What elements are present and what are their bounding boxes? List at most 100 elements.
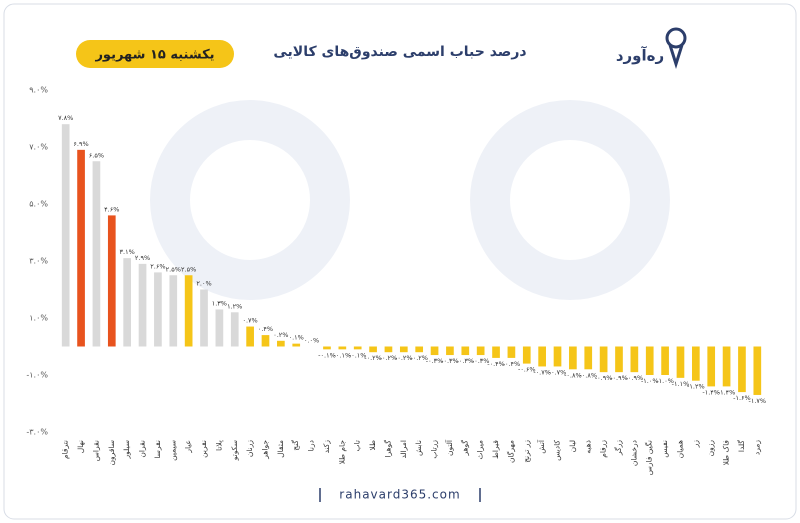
bar [522, 346, 531, 364]
value-label: -۰.۴% [503, 360, 521, 368]
value-label: ۴.۶% [104, 205, 119, 213]
bar [615, 346, 623, 373]
bar [676, 346, 685, 378]
bar [399, 346, 408, 353]
x-tick-label: گلدا [737, 440, 746, 453]
x-tick-label: نقرسا [153, 440, 162, 459]
x-tick-label: پلاتا [214, 440, 223, 451]
value-label: -۰.۳% [472, 357, 490, 365]
x-tick-label: مثقال [276, 440, 285, 458]
bar [507, 346, 516, 358]
bar [384, 346, 393, 353]
bar [338, 346, 347, 350]
x-tick-label: رزون [706, 440, 715, 457]
value-label: -۱.۱% [672, 380, 690, 388]
x-tick-label: گنج [291, 440, 300, 451]
value-label: ۲.۶% [150, 262, 165, 270]
x-tick-label: گوهر [460, 440, 469, 457]
bar [184, 275, 193, 347]
x-tick-label: نقران [138, 440, 147, 458]
bar [738, 346, 746, 393]
value-label: -۰.۲% [380, 354, 398, 362]
x-tick-label: ساقرون [107, 440, 116, 465]
bar [138, 263, 147, 347]
value-label: -۰.۲% [410, 354, 428, 362]
x-tick-label: زرگر [614, 440, 623, 456]
x-tick-label: زرنان [245, 440, 254, 458]
x-tick-label: همیان [675, 440, 684, 458]
y-tick-label: ۱.۰% [29, 314, 48, 323]
y-tick-label: ۳.۰% [29, 257, 48, 266]
bar [369, 346, 377, 353]
value-label: ۲.۵% [181, 265, 196, 273]
x-tick-label: نفیس [660, 440, 669, 458]
value-label: ۱.۳% [212, 299, 227, 307]
value-label: ۲.۹% [135, 254, 150, 262]
bar [415, 346, 424, 353]
y-tick-label: ۷.۰% [29, 143, 48, 152]
y-tick-label: -۱.۰% [26, 371, 48, 380]
bar [569, 346, 577, 370]
x-tick-label: نقرین [199, 440, 208, 458]
chart-title: درصد حباب اسمی صندوق‌های کالایی [273, 44, 526, 60]
value-label: -۰.۶% [518, 366, 536, 374]
value-label: -۰.۸% [579, 371, 597, 379]
x-tick-label: تاب [353, 440, 362, 451]
x-tick-label: میراث [476, 440, 485, 460]
x-tick-label: لیان [568, 440, 577, 452]
x-tick-label: جام طلا [337, 440, 346, 465]
value-label: ۰.۱% [289, 334, 304, 342]
x-tick-label: سیمین [168, 440, 177, 461]
value-label: ۲.۰% [196, 280, 211, 288]
x-tick-label: امرالد [399, 440, 408, 459]
bar [107, 215, 116, 347]
value-label: ۶.۵% [89, 151, 104, 159]
value-label: -۱.۲% [687, 383, 705, 391]
x-tick-label: سکوتو [230, 440, 239, 461]
value-label: -۰.۷% [549, 368, 567, 376]
x-tick-label: نترقام [61, 440, 70, 459]
value-label: -۰.۳% [457, 357, 475, 365]
logo-icon [668, 44, 684, 69]
bar [169, 275, 178, 347]
date: یکشنبه ۱۵ شهریور [94, 48, 214, 63]
bar [200, 289, 208, 347]
bar [446, 346, 454, 356]
bar [61, 124, 70, 347]
bar [492, 346, 500, 358]
value-label: -۰.۹% [610, 374, 628, 382]
x-tick-label: عیار [184, 440, 193, 454]
x-tick-label: طلا [368, 440, 377, 450]
x-tick-label: گوهرا [383, 440, 392, 458]
value-label: -۰.۷% [533, 368, 551, 376]
value-label: ۳.۱% [120, 248, 135, 256]
bar [722, 346, 731, 387]
brand: ره‌آورد [616, 47, 664, 65]
value-label: -۰.۳% [441, 357, 459, 365]
value-label: -۰.۲% [395, 354, 413, 362]
bar [599, 346, 608, 373]
bar [92, 161, 101, 347]
value-label: ۱.۲% [227, 302, 242, 310]
bar [323, 346, 331, 350]
value-label: ۶.۹% [73, 140, 88, 148]
bar [753, 346, 762, 395]
bar [77, 149, 85, 347]
logo-icon [665, 27, 687, 49]
bar [261, 335, 270, 347]
watermark [150, 100, 670, 300]
value-label: ۰.۰% [304, 337, 319, 345]
bar [461, 346, 470, 356]
x-tick-label: نهال [76, 440, 85, 453]
value-label: -۰.۱% [349, 351, 367, 359]
value-label: -۰.۹% [626, 374, 644, 382]
value-label: -۰.۱% [334, 351, 352, 359]
x-tick-label: زر ترنج [522, 440, 531, 463]
value-label: -۰.۹% [595, 374, 613, 382]
x-tick-label: جواهر [260, 440, 269, 460]
value-label: -۱.۰% [641, 377, 659, 385]
bar [246, 326, 254, 347]
value-label: ۲.۵% [166, 265, 181, 273]
x-tick-label: قیراط [491, 440, 500, 459]
